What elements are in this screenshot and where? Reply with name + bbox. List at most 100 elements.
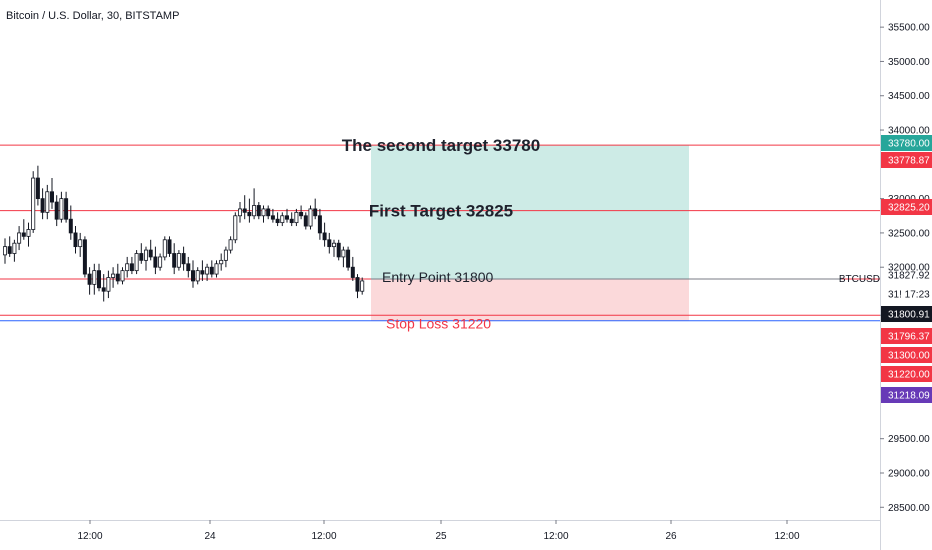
candle-body	[172, 253, 177, 268]
candle-body	[313, 208, 318, 217]
candle-body	[228, 239, 233, 251]
candle-body	[97, 270, 102, 289]
candle-body	[158, 256, 163, 268]
candle-body	[331, 242, 336, 248]
candle-body	[360, 280, 365, 292]
stop-loss-annotation: Stop Loss 31220	[386, 316, 491, 332]
candle-body	[181, 253, 186, 265]
candle-body	[64, 198, 69, 220]
candle-body	[186, 263, 191, 272]
candle-body	[125, 263, 130, 272]
first-target-annotation: First Target 32825	[369, 202, 513, 221]
price-tag-label-second-target: 33780.00	[888, 139, 930, 150]
candle-body	[252, 205, 257, 217]
candle-body	[280, 215, 285, 224]
candle-body	[322, 232, 327, 241]
candle-body	[134, 253, 139, 272]
candle-body	[78, 239, 83, 248]
candle-body	[82, 239, 87, 275]
price-tag-label-entry: 31827.92	[888, 271, 930, 282]
candle-body	[303, 215, 308, 227]
candle-body	[336, 242, 341, 258]
candle-body	[289, 218, 294, 224]
price-tag-current	[881, 306, 932, 322]
candle-body	[209, 266, 214, 275]
second-target-annotation: The second target 33780	[342, 136, 540, 155]
symbol-label: BTCUSD	[839, 274, 880, 285]
candle-body	[31, 177, 36, 230]
price-tag-blue-level	[881, 387, 932, 403]
candle-body	[73, 232, 78, 248]
price-tag-label-first-target: 32825.20	[888, 203, 930, 214]
candle-body	[350, 266, 355, 278]
candle-body	[242, 208, 247, 213]
price-tag-label-countdown: 31! 17:23	[888, 290, 930, 301]
candle-body	[261, 208, 266, 217]
candle-body	[308, 208, 313, 227]
price-tick-label: 32000.00	[888, 263, 930, 274]
candle-body	[317, 215, 322, 234]
candle-body	[111, 273, 116, 278]
candle-body	[68, 218, 73, 234]
price-tag-label-second-target-price: 33778.87	[888, 156, 930, 167]
candle-body	[120, 270, 125, 282]
time-tick-label: 12:00	[77, 531, 102, 542]
candle-body	[346, 249, 351, 268]
candle-body	[341, 249, 346, 258]
candle-body	[200, 270, 205, 275]
candle-body	[233, 215, 238, 241]
candle-body	[101, 287, 106, 292]
candle-body	[143, 249, 148, 261]
candle-body	[12, 242, 17, 254]
price-tag-label-current: 31800.91	[888, 310, 930, 321]
candle-body	[266, 208, 271, 217]
price-tag-first-target	[881, 199, 932, 215]
candle-body	[21, 232, 26, 237]
candle-body	[284, 215, 289, 220]
candle-body	[294, 211, 299, 224]
target-zone	[371, 145, 689, 280]
price-tag-entry-level	[881, 328, 932, 344]
price-tick-label: 29500.00	[888, 434, 930, 445]
candle-body	[223, 249, 228, 261]
candle-body	[219, 259, 224, 265]
price-tick-label: 29000.00	[888, 468, 930, 479]
candle-body	[139, 253, 144, 261]
candle-body	[176, 253, 181, 268]
candle-body	[35, 177, 40, 200]
candle-body	[256, 205, 261, 217]
chart-title: Bitcoin / U.S. Dollar, 30, BITSTAMP	[6, 10, 179, 22]
candle-body	[26, 229, 31, 237]
price-tag-stop-loss	[881, 366, 932, 382]
candle-body	[148, 249, 153, 258]
price-tag-label-stop-loss: 31220.00	[888, 370, 930, 381]
time-tick-label: 12:00	[774, 531, 799, 542]
price-tag-label-blue-level: 31218.09	[888, 391, 930, 402]
candle-body	[167, 239, 172, 254]
candle-body	[59, 198, 64, 220]
time-tick-label: 26	[665, 531, 677, 542]
entry-point-annotation: Entry Point 31800	[382, 269, 494, 285]
price-tick-label: 32500.00	[888, 228, 930, 239]
time-tick-label: 12:00	[543, 531, 568, 542]
price-tick-label: 34000.00	[888, 126, 930, 137]
candle-body	[355, 277, 360, 292]
candle-body	[115, 273, 120, 282]
candle-body	[50, 191, 55, 203]
candle-body	[247, 211, 252, 217]
candle-body	[299, 211, 304, 217]
price-tag-second-target-price	[881, 152, 932, 168]
time-tick-label: 25	[435, 531, 447, 542]
candle-body	[129, 263, 134, 272]
candle-body	[205, 266, 210, 275]
candle-body	[87, 273, 92, 285]
candle-body	[45, 191, 50, 213]
candle-body	[54, 201, 59, 220]
price-tick-label: 28500.00	[888, 503, 930, 514]
candle-body	[190, 270, 195, 282]
candle-body	[106, 277, 111, 292]
price-tag-second-target	[881, 135, 932, 151]
candle-body	[162, 239, 167, 258]
candle-body	[7, 246, 12, 254]
